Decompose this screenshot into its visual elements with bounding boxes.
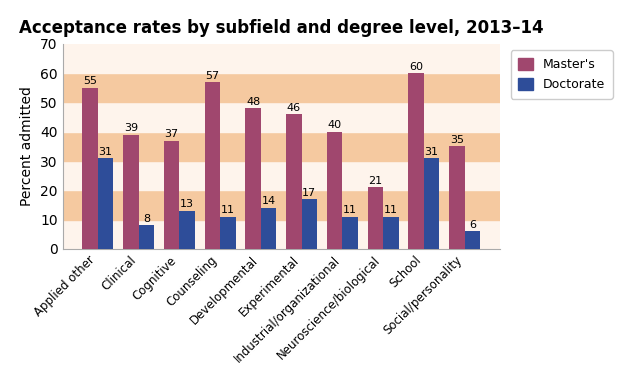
Bar — [139, 225, 154, 249]
Text: 35: 35 — [450, 135, 464, 145]
Text: 48: 48 — [246, 97, 260, 107]
Text: 17: 17 — [302, 188, 316, 198]
Bar — [286, 114, 302, 249]
Y-axis label: Percent admitted: Percent admitted — [21, 86, 34, 206]
Text: 8: 8 — [142, 214, 150, 224]
Bar — [220, 217, 236, 249]
Bar — [246, 108, 261, 249]
Bar — [164, 141, 179, 249]
Text: 31: 31 — [99, 147, 112, 157]
Text: 13: 13 — [180, 199, 194, 209]
Bar — [464, 231, 480, 249]
Text: 6: 6 — [469, 220, 476, 230]
Text: 21: 21 — [368, 176, 382, 186]
Bar — [62, 44, 500, 73]
Text: 55: 55 — [83, 76, 97, 86]
Text: 46: 46 — [287, 103, 301, 113]
Bar — [123, 135, 139, 249]
Bar — [327, 132, 342, 249]
Text: 11: 11 — [343, 205, 357, 215]
Bar — [98, 158, 113, 249]
Bar — [62, 73, 500, 102]
Bar — [383, 217, 399, 249]
Text: 31: 31 — [424, 147, 439, 157]
Title: Acceptance rates by subfield and degree level, 2013–14: Acceptance rates by subfield and degree … — [19, 19, 544, 37]
Text: 57: 57 — [206, 71, 219, 81]
Bar — [62, 161, 500, 190]
Text: 11: 11 — [221, 205, 235, 215]
Bar — [204, 82, 220, 249]
Bar — [62, 220, 500, 249]
Text: 14: 14 — [261, 197, 276, 206]
Bar — [62, 132, 500, 161]
Text: 39: 39 — [124, 123, 138, 133]
Bar — [368, 187, 383, 249]
Text: 11: 11 — [384, 205, 398, 215]
Bar — [62, 102, 500, 132]
Bar — [342, 217, 358, 249]
Bar — [424, 158, 439, 249]
Legend: Master's, Doctorate: Master's, Doctorate — [511, 50, 613, 99]
Text: 60: 60 — [409, 62, 423, 72]
Bar — [82, 88, 98, 249]
Bar — [62, 190, 500, 220]
Bar — [179, 211, 195, 249]
Text: 40: 40 — [328, 120, 342, 130]
Bar — [408, 73, 424, 249]
Bar — [449, 146, 464, 249]
Bar — [302, 199, 317, 249]
Bar — [261, 208, 276, 249]
Text: 37: 37 — [164, 129, 179, 139]
